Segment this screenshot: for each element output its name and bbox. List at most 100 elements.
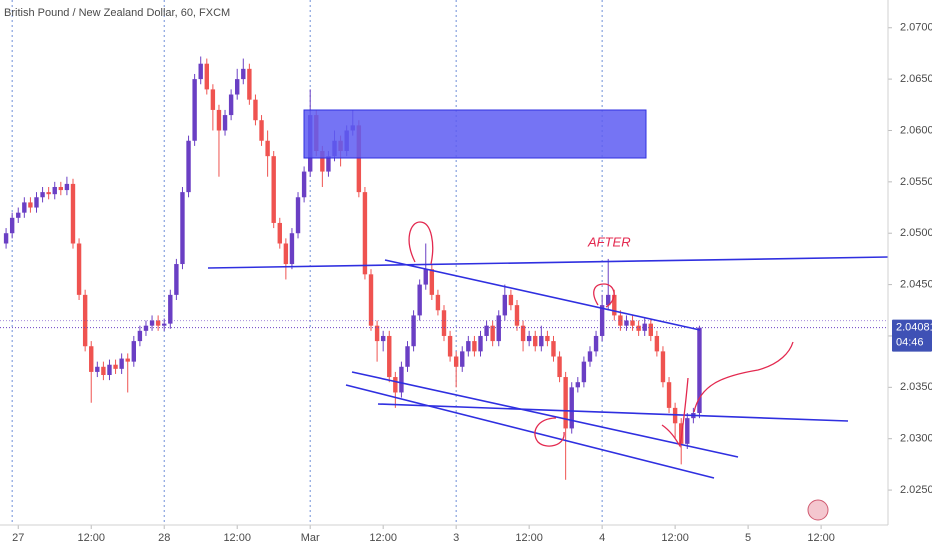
candle-body [76, 243, 82, 295]
candle-body [107, 364, 112, 375]
zone-box [303, 109, 647, 159]
trend-line [207, 256, 889, 269]
price-tag [892, 319, 932, 352]
candle-body [593, 335, 599, 352]
logo-icon [807, 499, 829, 521]
candle-body [253, 99, 258, 121]
candle-body [137, 330, 143, 342]
pen-mark [661, 377, 689, 448]
candle-body [429, 269, 435, 295]
candle-body [526, 335, 532, 342]
candle-body [326, 156, 331, 172]
candle-body [447, 335, 453, 357]
candle-body [131, 341, 137, 362]
trend-line [345, 384, 715, 479]
candle-body [113, 364, 118, 369]
x-tick-label: 4 [599, 532, 605, 544]
x-tick-label: 12:00 [77, 532, 105, 544]
candle-body [563, 377, 568, 429]
candle-body [466, 341, 471, 352]
candle-body [64, 183, 70, 191]
candle-body [380, 335, 386, 342]
candle-body [125, 358, 130, 362]
candle-body [143, 325, 149, 331]
candle-body [648, 323, 653, 336]
candle-body [295, 197, 301, 234]
candle-body [46, 192, 51, 195]
candle-body [618, 315, 623, 326]
candle-body [271, 156, 276, 223]
candle-body [423, 269, 428, 285]
candle-body [545, 335, 550, 342]
candle-body [666, 382, 672, 408]
x-tick-label: 12:00 [369, 532, 397, 544]
candle-body [460, 351, 465, 367]
candle-body [478, 335, 483, 352]
candle-body [40, 192, 45, 198]
y-tick-label: 2.02500 [900, 484, 932, 496]
candle-body [222, 115, 228, 131]
candle-body [228, 94, 234, 116]
candle-body [387, 335, 392, 378]
candle-body [539, 335, 544, 347]
candle-body [393, 377, 398, 393]
x-tick-label: 12:00 [515, 532, 543, 544]
candle-body [192, 79, 197, 141]
candle-body [453, 356, 459, 367]
candle-body [320, 151, 325, 172]
candle-body [636, 325, 641, 331]
y-tick-label: 2.07000 [900, 22, 932, 34]
candle-body [277, 222, 282, 244]
candle-body [612, 294, 617, 316]
candle-body [70, 183, 76, 244]
y-tick-label: 2.06500 [900, 73, 932, 85]
candle-body [374, 325, 380, 342]
candle-body [241, 68, 246, 80]
x-tick-label: 3 [453, 532, 459, 544]
candle-body [22, 202, 27, 213]
candle-body [368, 274, 374, 326]
candle-body [174, 264, 179, 295]
candle-body [533, 335, 538, 347]
logo [807, 499, 829, 521]
candle-body [660, 351, 666, 383]
y-tick-label: 2.05500 [900, 176, 932, 188]
candle-body [502, 294, 508, 316]
candle-body [28, 202, 33, 208]
candle-body [186, 140, 191, 193]
candle-body [119, 358, 124, 369]
candle-body [9, 217, 15, 234]
candle-body [490, 325, 495, 342]
chart-title: British Pound / New Zealand Dollar, 60, … [4, 7, 230, 19]
candle-body [496, 315, 501, 342]
candle-body [697, 327, 702, 414]
candle-body [642, 323, 647, 331]
candle-body [417, 284, 422, 316]
candle-body [210, 89, 216, 110]
candle-body [508, 294, 514, 306]
drawings [207, 109, 889, 479]
candle-body [411, 315, 416, 347]
candle-body [204, 63, 209, 90]
candle-body [235, 79, 240, 95]
pen-mark [693, 341, 794, 413]
pen-mark [408, 221, 434, 265]
y-tick-label: 2.03000 [900, 433, 932, 445]
candle-body [435, 294, 441, 311]
y-tick-label: 2.03500 [900, 381, 932, 393]
candle-body [149, 320, 155, 326]
candle-body [52, 186, 57, 195]
candle-body [472, 341, 477, 352]
candle-body [3, 233, 9, 244]
candle-body [155, 320, 161, 326]
candle-body [162, 323, 167, 326]
pen-mark [534, 417, 565, 447]
candle-body [514, 305, 520, 326]
annotation: AFTER [587, 234, 631, 249]
trend-line [377, 403, 849, 422]
candle-body [399, 366, 404, 393]
countdown-label: 04:46 [896, 337, 924, 349]
candle-body [259, 120, 264, 141]
candle-body [484, 325, 489, 336]
